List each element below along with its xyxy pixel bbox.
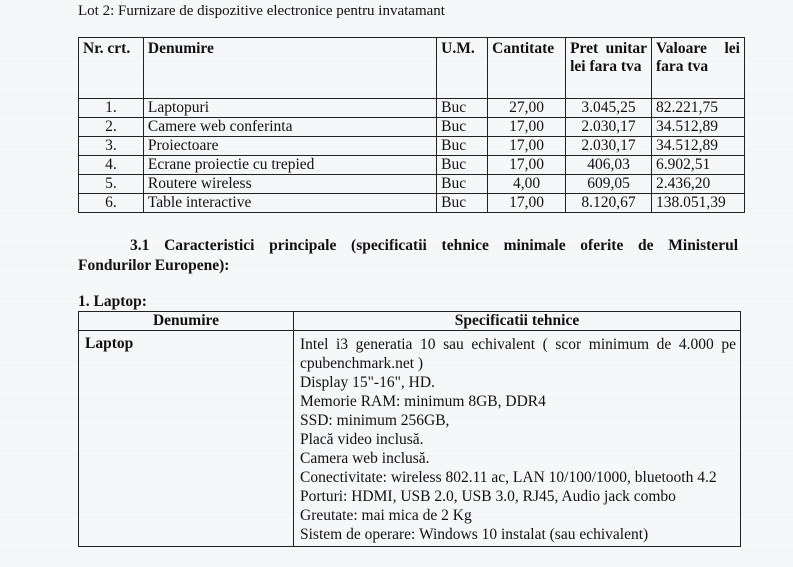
cell-nr: 3. (78, 136, 144, 156)
cell-nr: 6. (78, 193, 144, 213)
cell-name: Laptopuri (142, 98, 438, 118)
spec-row: Laptop Intel i3 generatia 10 sau echival… (78, 330, 741, 547)
cell-um: Buc (436, 174, 489, 194)
header-valoare: Valoare lei fara tva (651, 37, 745, 99)
spec-item: Memorie RAM: minimum 8GB, DDR4 (300, 393, 546, 410)
cell-nr: 4. (78, 155, 144, 175)
spec-item: Sistem de operare: Windows 10 instalat (… (300, 526, 649, 543)
cell-price: 406,03 (565, 155, 653, 175)
spec-table: Denumire Specificatii tehnice Laptop Int… (78, 311, 741, 547)
table-row: 4. Ecrane proiectie cu trepied Buc 17,00 406… (78, 155, 745, 175)
product-name: Laptop (78, 330, 294, 547)
header-um: U.M. (436, 37, 489, 99)
cell-price: 8.120,67 (565, 193, 653, 213)
spec-item: Porturi: HDMI, USB 2.0, USB 3.0, RJ45, A… (300, 488, 676, 505)
table-row: 3. Proiectoare Buc 17,00 2.030,17 34.512,89 (78, 136, 745, 156)
products-table: Nr. crt. Denumire U.M. Cantitate Pret un… (78, 37, 745, 213)
cell-qty: 27,00 (487, 98, 567, 118)
cell-um: Buc (436, 117, 489, 137)
cell-name: Proiectoare (142, 136, 438, 156)
cell-name: Ecrane proiectie cu trepied (142, 155, 438, 175)
cell-qty: 17,00 (487, 155, 567, 175)
cell-um: Buc (436, 155, 489, 175)
cell-qty: 17,00 (487, 117, 567, 137)
cell-qty: 4,00 (487, 174, 567, 194)
cell-qty: 17,00 (487, 193, 567, 213)
spec-item: Camera web inclusă. (300, 450, 430, 467)
header-nr: Nr. crt. (78, 37, 144, 99)
cell-qty: 17,00 (487, 136, 567, 156)
cell-price: 609,05 (565, 174, 653, 194)
header-cantitate: Cantitate (487, 37, 567, 99)
cell-price: 2.030,17 (565, 136, 653, 156)
table-header-row: Nr. crt. Denumire U.M. Cantitate Pret un… (78, 37, 745, 99)
header-pret: Pret unitar lei fara tva (565, 37, 653, 99)
cell-nr: 2. (78, 117, 144, 137)
cell-nr: 5. (78, 174, 144, 194)
spec-item: Conectivitate: wireless 802.11 ac, LAN 1… (300, 469, 717, 486)
header-denumire: Denumire (78, 311, 294, 331)
cell-um: Buc (436, 136, 489, 156)
cell-value: 6.902,51 (651, 155, 745, 175)
cell-value: 34.512,89 (651, 136, 745, 156)
cell-price: 3.045,25 (565, 98, 653, 118)
cell-value: 82.221,75 (651, 98, 745, 118)
spec-item: SSD: minimum 256GB, (300, 412, 450, 429)
section-heading: 3.1 Caracteristici principale (specifica… (78, 236, 738, 276)
lot-title: Lot 2: Furnizare de dispozitive electron… (78, 3, 445, 19)
cell-value: 138.051,39 (651, 193, 745, 213)
laptop-heading: 1. Laptop: (78, 293, 147, 310)
cell-name: Table interactive (142, 193, 438, 213)
section-heading-line2: Fondurilor Europene): (78, 257, 230, 274)
spec-list: Intel i3 generatia 10 sau echivalent ( s… (293, 330, 741, 547)
header-denumire: Denumire (142, 37, 438, 99)
spec-item: Intel i3 generatia 10 sau echivalent ( s… (300, 336, 736, 372)
table-row: 2. Camere web conferinta Buc 17,00 2.030,17 3… (78, 117, 745, 137)
cell-um: Buc (436, 98, 489, 118)
table-row: 1. Laptopuri Buc 27,00 3.045,25 82.221,75 (78, 98, 745, 118)
header-specificatii: Specificatii tehnice (293, 311, 741, 331)
spec-header-row: Denumire Specificatii tehnice (78, 311, 741, 331)
spec-item: Placă video inclusă. (300, 431, 424, 448)
cell-name: Routere wireless (142, 174, 438, 194)
cell-value: 34.512,89 (651, 117, 745, 137)
cell-um: Buc (436, 193, 489, 213)
section-heading-line1: 3.1 Caracteristici principale (specifica… (130, 237, 738, 254)
cell-price: 2.030,17 (565, 117, 653, 137)
spec-item: Greutate: mai mica de 2 Kg (300, 507, 472, 524)
table-row: 6. Table interactive Buc 17,00 8.120,67 138.0… (78, 193, 745, 213)
cell-nr: 1. (78, 98, 144, 118)
spec-item: Display 15"-16", HD. (300, 374, 435, 391)
cell-name: Camere web conferinta (142, 117, 438, 137)
table-row: 5. Routere wireless Buc 4,00 609,05 2.436,20 (78, 174, 745, 194)
cell-value: 2.436,20 (651, 174, 745, 194)
